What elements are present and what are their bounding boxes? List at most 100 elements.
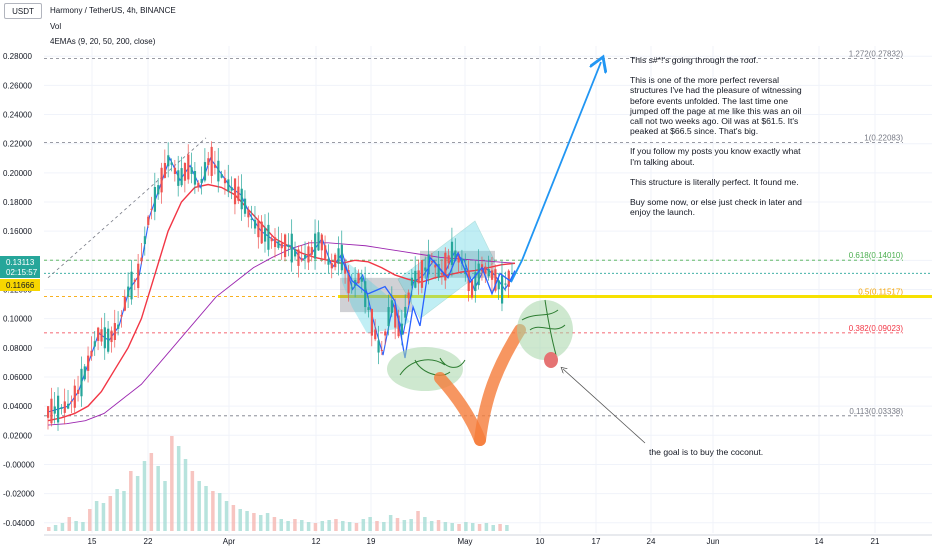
trend-line — [47, 137, 207, 279]
volume-bar — [402, 520, 407, 531]
volume-bar — [361, 519, 366, 531]
candle-body — [197, 182, 200, 188]
candle-body — [324, 245, 327, 259]
y-tick-label: 0.02000 — [3, 431, 32, 440]
candles — [47, 141, 514, 431]
volume-bar — [293, 519, 297, 531]
volume-bar — [88, 509, 92, 531]
note-paragraph: This is one of the more perfect reversal… — [630, 75, 802, 137]
candle-body — [404, 306, 407, 318]
candle-body — [103, 327, 106, 349]
volume-bar — [286, 521, 290, 531]
candle-body — [243, 198, 247, 214]
candle-body — [474, 272, 477, 292]
volume-bar — [272, 517, 277, 531]
candle-body — [317, 232, 320, 251]
volume-bar — [163, 481, 167, 531]
volume-bar — [142, 461, 147, 531]
drawings — [339, 62, 646, 446]
volume-bar — [217, 493, 222, 531]
candle-body — [414, 270, 417, 288]
note-paragraph: Buy some now, or else just check in late… — [630, 197, 802, 218]
candle-body — [73, 385, 76, 408]
candle-body — [263, 228, 267, 242]
volume-bar — [443, 522, 448, 531]
volume-bars — [47, 436, 509, 531]
volume-bar — [252, 513, 256, 531]
goal-annotation: the goal is to buy the coconut. — [649, 447, 764, 457]
candle-body — [287, 244, 290, 247]
candle-body — [380, 349, 384, 351]
volume-indicator-label[interactable]: Vol — [50, 22, 62, 31]
volume-bar — [470, 523, 475, 531]
candle-body — [447, 255, 450, 264]
palm-tree-right-foliage — [517, 300, 573, 360]
volume-bar — [498, 524, 502, 531]
volume-bar — [197, 481, 201, 531]
current-price-tag: 0.13113 — [0, 256, 40, 268]
volume-bar — [135, 476, 140, 531]
candle-body — [140, 257, 143, 262]
volume-bar — [279, 519, 283, 531]
candle-body — [137, 263, 140, 289]
volume-bar — [60, 523, 65, 531]
candle-body — [147, 216, 150, 225]
candle-body — [187, 154, 190, 180]
volume-bar — [306, 522, 311, 531]
candle-body — [360, 277, 363, 282]
volume-bar — [258, 515, 263, 531]
candle-body — [334, 254, 337, 268]
structure-zigzag — [339, 251, 516, 359]
note-paragraph: This s#*!'s going through the roof. — [630, 55, 759, 65]
candle-body — [47, 406, 50, 418]
candle-body — [93, 341, 96, 347]
fib-label: 0.113(0.03338) — [849, 407, 903, 416]
chart-title: Harmony / TetherUS, 4h, BINANCE — [50, 6, 176, 15]
candle-body — [370, 308, 373, 336]
candle-body — [240, 188, 243, 210]
volume-bar — [341, 521, 345, 531]
palm-tree-left-leaves — [399, 357, 466, 376]
candle-body — [450, 241, 454, 265]
candle-body — [477, 263, 480, 286]
candle-body — [177, 170, 180, 186]
volume-bar — [382, 522, 386, 531]
volume-bar — [388, 515, 393, 531]
projection-arrow — [510, 62, 601, 283]
candle-body — [280, 243, 283, 249]
candle-body — [260, 221, 263, 244]
volume-bar — [224, 501, 229, 531]
candle-body — [470, 280, 474, 298]
volume-bar — [368, 517, 372, 531]
candle-body — [117, 324, 120, 329]
volume-bar — [122, 491, 126, 531]
volume-bar — [484, 523, 489, 531]
x-axis: 15 22 Apr 12 19 May 10 17 24 Jun 14 21 — [44, 534, 932, 546]
candle-body — [454, 250, 457, 262]
ema-indicator-label[interactable]: 4EMAs (9, 20, 50, 200, close) — [50, 37, 156, 46]
x-tick-label: 22 — [144, 537, 153, 546]
volume-bar — [81, 522, 85, 531]
volume-bar — [300, 520, 304, 531]
candle-body — [130, 271, 133, 300]
volume-bar — [409, 519, 413, 531]
candle-body — [107, 328, 110, 352]
candle-body — [250, 218, 253, 221]
volume-bar — [47, 527, 51, 531]
x-tick-label: 17 — [592, 537, 601, 546]
candle-body — [67, 403, 70, 409]
candle-body — [237, 186, 240, 201]
symbol-button[interactable]: USDT — [4, 3, 42, 19]
candle-body — [77, 389, 80, 394]
candle-body — [497, 280, 500, 290]
y-tick-label: 0.04000 — [3, 402, 32, 411]
candle-body — [247, 209, 250, 218]
candle-body — [504, 283, 507, 285]
candle-body — [267, 224, 270, 250]
fib-label: 0.5(0.11517) — [858, 288, 903, 297]
candle-body — [163, 162, 167, 178]
candle-body — [167, 155, 170, 167]
volume-bar — [115, 489, 119, 531]
volume-bar — [395, 518, 400, 531]
